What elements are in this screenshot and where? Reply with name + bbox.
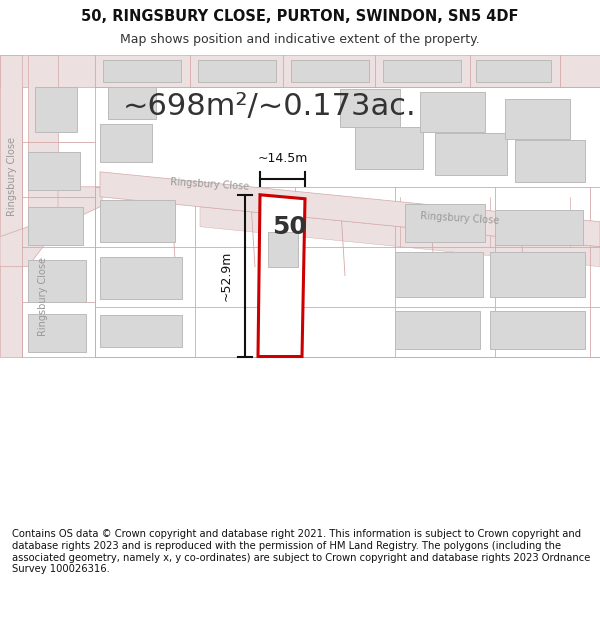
Polygon shape: [291, 60, 369, 82]
Polygon shape: [28, 207, 83, 245]
Polygon shape: [28, 314, 86, 351]
Polygon shape: [100, 314, 182, 346]
Polygon shape: [100, 200, 175, 242]
Text: ~698m²/~0.173ac.: ~698m²/~0.173ac.: [123, 92, 417, 121]
Text: 50, RINGSBURY CLOSE, PURTON, SWINDON, SN5 4DF: 50, RINGSBURY CLOSE, PURTON, SWINDON, SN…: [81, 9, 519, 24]
Polygon shape: [198, 60, 276, 82]
Polygon shape: [28, 152, 80, 190]
Polygon shape: [268, 232, 298, 267]
Polygon shape: [490, 252, 585, 297]
Polygon shape: [200, 207, 600, 267]
Polygon shape: [0, 227, 58, 267]
Polygon shape: [420, 92, 485, 132]
Polygon shape: [505, 99, 570, 139]
Polygon shape: [355, 127, 423, 169]
Text: Ringsbury Close: Ringsbury Close: [38, 257, 48, 336]
Polygon shape: [395, 252, 483, 297]
Text: Ringsbury Closе: Ringsbury Closе: [170, 177, 250, 192]
Polygon shape: [405, 204, 485, 242]
Text: ~52.9m: ~52.9m: [220, 251, 233, 301]
Text: Ringsbury Close: Ringsbury Close: [7, 138, 17, 216]
Polygon shape: [100, 124, 152, 162]
Polygon shape: [58, 187, 105, 227]
Text: ~14.5m: ~14.5m: [257, 152, 308, 165]
Polygon shape: [490, 311, 585, 349]
Polygon shape: [495, 210, 583, 245]
Polygon shape: [258, 195, 305, 356]
Polygon shape: [515, 140, 585, 182]
Polygon shape: [35, 87, 77, 132]
Text: 50: 50: [272, 215, 307, 239]
Polygon shape: [340, 89, 400, 127]
Polygon shape: [395, 311, 480, 349]
Polygon shape: [0, 55, 22, 356]
Text: Contains OS data © Crown copyright and database right 2021. This information is : Contains OS data © Crown copyright and d…: [12, 529, 590, 574]
Polygon shape: [28, 259, 86, 302]
Polygon shape: [108, 87, 156, 119]
Polygon shape: [476, 60, 551, 82]
Polygon shape: [383, 60, 461, 82]
Polygon shape: [100, 257, 182, 299]
Text: Map shows position and indicative extent of the property.: Map shows position and indicative extent…: [120, 33, 480, 46]
Text: Ringsbury Close: Ringsbury Close: [420, 211, 500, 226]
Polygon shape: [103, 60, 181, 82]
Polygon shape: [100, 172, 600, 247]
Polygon shape: [0, 55, 600, 87]
Polygon shape: [435, 133, 507, 175]
Polygon shape: [28, 55, 58, 227]
